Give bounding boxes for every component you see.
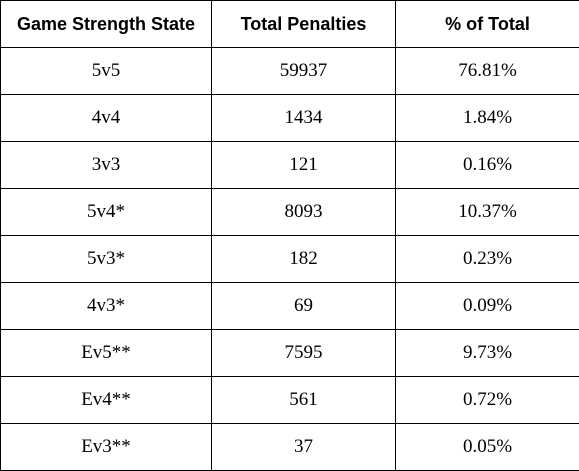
table-row: 4v3* 69 0.09% (0, 282, 579, 330)
cell-strength-state: 5v4* (0, 188, 212, 236)
table-row: 5v5 59937 76.81% (0, 47, 579, 95)
header-total-penalties: Total Penalties (211, 0, 396, 48)
cell-total-penalties: 561 (211, 376, 396, 424)
cell-total-penalties: 7595 (211, 329, 396, 377)
cell-percent-of-total: 76.81% (395, 47, 579, 95)
cell-strength-state: Ev5** (0, 329, 212, 377)
cell-strength-state: 3v3 (0, 141, 212, 189)
cell-percent-of-total: 0.05% (395, 423, 579, 471)
cell-strength-state: 4v3* (0, 282, 212, 330)
cell-total-penalties: 69 (211, 282, 396, 330)
cell-strength-state: 5v3* (0, 235, 212, 283)
table-row: Ev5** 7595 9.73% (0, 329, 579, 377)
cell-percent-of-total: 0.09% (395, 282, 579, 330)
table-row: 4v4 1434 1.84% (0, 94, 579, 142)
cell-total-penalties: 1434 (211, 94, 396, 142)
table-row: Ev3** 37 0.05% (0, 423, 579, 471)
table-header-row: Game Strength State Total Penalties % of… (0, 0, 579, 48)
cell-total-penalties: 121 (211, 141, 396, 189)
cell-percent-of-total: 1.84% (395, 94, 579, 142)
cell-strength-state: Ev3** (0, 423, 212, 471)
cell-percent-of-total: 10.37% (395, 188, 579, 236)
header-percent-of-total: % of Total (395, 0, 579, 48)
table-row: 3v3 121 0.16% (0, 141, 579, 189)
cell-percent-of-total: 0.23% (395, 235, 579, 283)
cell-strength-state: 4v4 (0, 94, 212, 142)
table-row: 5v3* 182 0.23% (0, 235, 579, 283)
cell-total-penalties: 182 (211, 235, 396, 283)
cell-total-penalties: 8093 (211, 188, 396, 236)
cell-strength-state: 5v5 (0, 47, 212, 95)
header-game-strength-state: Game Strength State (0, 0, 212, 48)
cell-percent-of-total: 9.73% (395, 329, 579, 377)
cell-total-penalties: 37 (211, 423, 396, 471)
cell-percent-of-total: 0.72% (395, 376, 579, 424)
cell-percent-of-total: 0.16% (395, 141, 579, 189)
cell-total-penalties: 59937 (211, 47, 396, 95)
table-row: Ev4** 561 0.72% (0, 376, 579, 424)
cell-strength-state: Ev4** (0, 376, 212, 424)
table-row: 5v4* 8093 10.37% (0, 188, 579, 236)
